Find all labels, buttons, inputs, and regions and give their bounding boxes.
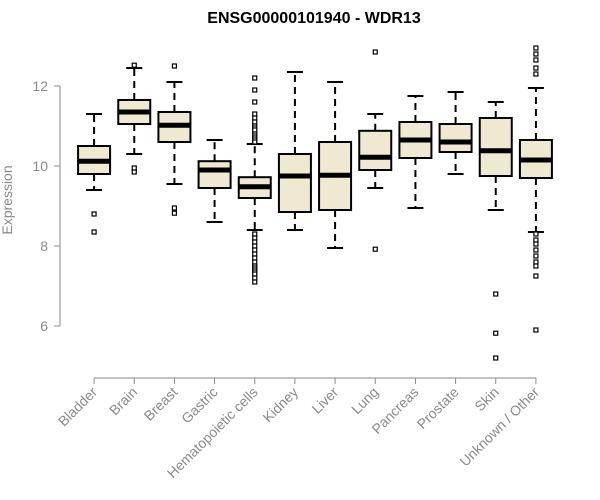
y-tick-label-8: 8 [40, 238, 48, 254]
outlier-point [252, 99, 258, 105]
outlier-point [171, 63, 178, 69]
iqr-box [197, 160, 232, 189]
box-breast [157, 63, 192, 216]
outlier-point [252, 127, 258, 133]
box-pancreas [398, 95, 433, 209]
outlier-point [372, 246, 378, 252]
outlier-point [493, 330, 499, 336]
outlier-point [533, 57, 539, 63]
iqr-box [438, 123, 473, 153]
outlier-point [252, 251, 258, 257]
outlier-point [91, 211, 97, 217]
y-axis: 6 8 10 12 [32, 78, 61, 334]
outlier-point [252, 239, 258, 245]
box-kidney [277, 71, 312, 231]
x-tick-label-breast: Breast [141, 384, 181, 424]
outlier-point [131, 169, 137, 175]
x-tick-label-liver: Liver [308, 384, 341, 417]
outlier-point [533, 273, 539, 279]
outlier-point [533, 263, 539, 269]
outlier-point [533, 259, 539, 265]
outlier-point [252, 75, 258, 81]
x-tick-label-brain: Brain [106, 384, 140, 418]
y-tick-label-10: 10 [32, 158, 48, 174]
outlier-point [533, 247, 539, 253]
x-tick-label-lung: Lung [348, 384, 381, 417]
outlier-point [252, 271, 258, 277]
box-brain [117, 62, 152, 175]
outlier-point [171, 205, 178, 211]
outlier-point [493, 355, 499, 361]
outlier-point [533, 241, 539, 247]
iqr-box [277, 153, 312, 213]
outlier-point [493, 291, 499, 297]
outlier-point [533, 65, 539, 71]
box-prostate [438, 91, 473, 175]
outlier-point [533, 51, 539, 57]
outlier-point [252, 243, 258, 249]
y-tick-label-12: 12 [32, 78, 48, 94]
box-unknown-other [518, 45, 553, 333]
outlier-point [252, 279, 258, 285]
y-axis-label: Expression [0, 165, 15, 234]
x-tick-label-kidney: Kidney [259, 384, 301, 426]
outlier-point [131, 62, 137, 68]
iqr-box [358, 129, 393, 172]
outlier-point [252, 87, 258, 93]
outlier-point [533, 45, 539, 51]
box-skin [478, 101, 513, 361]
box-lung [358, 49, 393, 252]
outlier-point [171, 210, 178, 216]
iqr-box [478, 117, 513, 177]
outlier-point [252, 235, 258, 241]
outlier-point [372, 49, 378, 55]
x-tick-label-prostate: Prostate [414, 384, 462, 432]
x-tick-label-bladder: Bladder [55, 384, 101, 430]
outlier-point [131, 165, 137, 171]
outlier-point [533, 253, 539, 259]
box-hematopoietic-cells [237, 75, 272, 285]
chart-title: ENSG00000101940 - WDR13 [207, 10, 421, 27]
outlier-point [252, 255, 258, 261]
outlier-point [252, 231, 258, 237]
outlier-point [533, 327, 539, 333]
outlier-point [252, 275, 258, 281]
outlier-point [533, 237, 539, 243]
box-bladder [77, 113, 112, 235]
box-liver [318, 81, 353, 249]
boxes-group [77, 45, 553, 361]
outlier-point [91, 229, 97, 235]
box-gastric [197, 139, 232, 223]
outlier-point [252, 259, 258, 265]
outlier-point [533, 71, 539, 77]
outlier-point [252, 247, 258, 253]
x-tick-label-skin: Skin [471, 384, 502, 415]
y-tick-label-6: 6 [40, 318, 48, 334]
outlier-point [252, 139, 258, 145]
outlier-point [533, 231, 539, 237]
